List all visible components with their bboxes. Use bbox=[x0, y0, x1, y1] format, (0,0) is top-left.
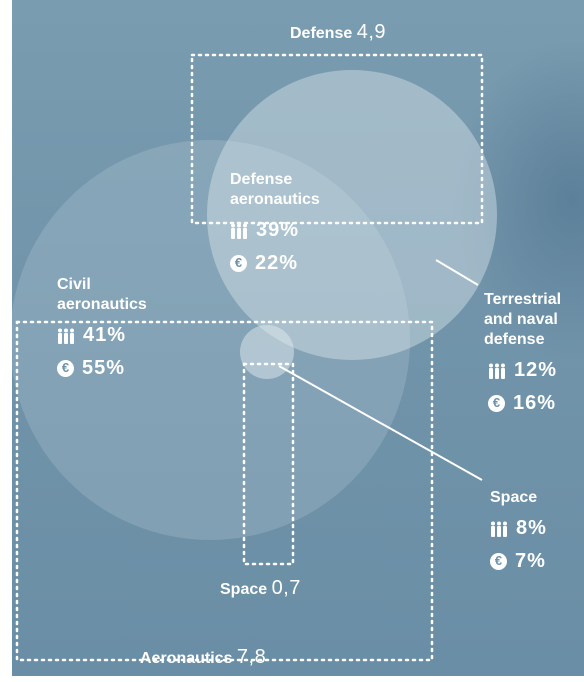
diagram-shapes bbox=[12, 53, 497, 662]
terrestrial-naval-title-1: Terrestrial bbox=[484, 291, 562, 308]
aeronautics-total-label: Aeronautics 7,8 bbox=[140, 645, 266, 670]
euro-icon: € bbox=[230, 255, 247, 272]
defense-aeronautics-revenue-row: € 22% bbox=[230, 251, 320, 276]
people-icon bbox=[489, 363, 505, 379]
defense-total-name: Defense bbox=[290, 25, 353, 42]
aeronautics-total-value: 7,8 bbox=[236, 646, 267, 668]
terrestrial-naval-employees: 12% bbox=[514, 359, 558, 381]
space-circle bbox=[240, 325, 294, 379]
civil-aeronautics-revenue-row: € 55% bbox=[57, 356, 147, 381]
aeronautics-total-name: Aeronautics bbox=[140, 650, 233, 667]
diagram-canvas: Defense 4,9 Defense aeronautics 39% € 22… bbox=[12, 0, 584, 676]
civil-aeronautics-revenue: 55% bbox=[82, 357, 126, 379]
space-segment-label: Space 8% € 7% bbox=[490, 488, 547, 574]
people-icon bbox=[231, 223, 247, 239]
space-segment-title: Space bbox=[490, 489, 538, 506]
civil-aeronautics-circle bbox=[12, 140, 410, 540]
defense-total-box bbox=[190, 53, 484, 225]
civil-aeronautics-label: Civil aeronautics 41% € 55% bbox=[57, 275, 147, 381]
defense-total-value: 4,9 bbox=[356, 21, 387, 43]
terrestrial-naval-employees-row: 12% bbox=[488, 358, 561, 383]
civil-aeronautics-employees: 41% bbox=[83, 324, 127, 346]
defense-aeronautics-revenue: 22% bbox=[255, 252, 299, 274]
defense-aeronautics-employees-row: 39% bbox=[230, 218, 320, 243]
people-icon bbox=[58, 328, 74, 344]
terrestrial-naval-title-2: and naval bbox=[484, 311, 558, 328]
terrestrial-connector-line bbox=[435, 259, 479, 286]
people-icon bbox=[491, 521, 507, 537]
terrestrial-naval-revenue: 16% bbox=[513, 392, 557, 414]
defense-aeronautics-title-2: aeronautics bbox=[230, 191, 320, 208]
defense-aeronautics-circle bbox=[207, 70, 497, 360]
defense-total-label: Defense 4,9 bbox=[290, 20, 386, 45]
space-total-box bbox=[242, 362, 295, 566]
space-segment-revenue-row: € 7% bbox=[490, 549, 547, 574]
civil-aeronautics-title-1: Civil bbox=[57, 276, 91, 293]
terrestrial-naval-label: Terrestrial and naval defense 12% € 16% bbox=[484, 290, 561, 416]
space-segment-employees: 8% bbox=[516, 517, 547, 539]
euro-icon: € bbox=[490, 553, 507, 570]
space-total-value: 0,7 bbox=[271, 577, 301, 599]
civil-aeronautics-title-2: aeronautics bbox=[57, 296, 147, 313]
defense-aeronautics-title-1: Defense bbox=[230, 171, 293, 188]
terrestrial-naval-revenue-row: € 16% bbox=[488, 391, 561, 416]
terrestrial-naval-title-3: defense bbox=[484, 331, 545, 348]
aeronautics-total-box bbox=[15, 320, 434, 662]
civil-aeronautics-employees-row: 41% bbox=[57, 323, 147, 348]
euro-icon: € bbox=[488, 395, 505, 412]
space-total-label: Space 0,7 bbox=[220, 576, 301, 601]
euro-icon: € bbox=[57, 360, 74, 377]
space-segment-employees-row: 8% bbox=[490, 516, 547, 541]
defense-aeronautics-label: Defense aeronautics 39% € 22% bbox=[230, 170, 320, 276]
space-total-name: Space bbox=[220, 581, 268, 598]
space-segment-revenue: 7% bbox=[515, 550, 546, 572]
space-connector-line bbox=[278, 365, 483, 481]
defense-aeronautics-employees: 39% bbox=[256, 219, 300, 241]
